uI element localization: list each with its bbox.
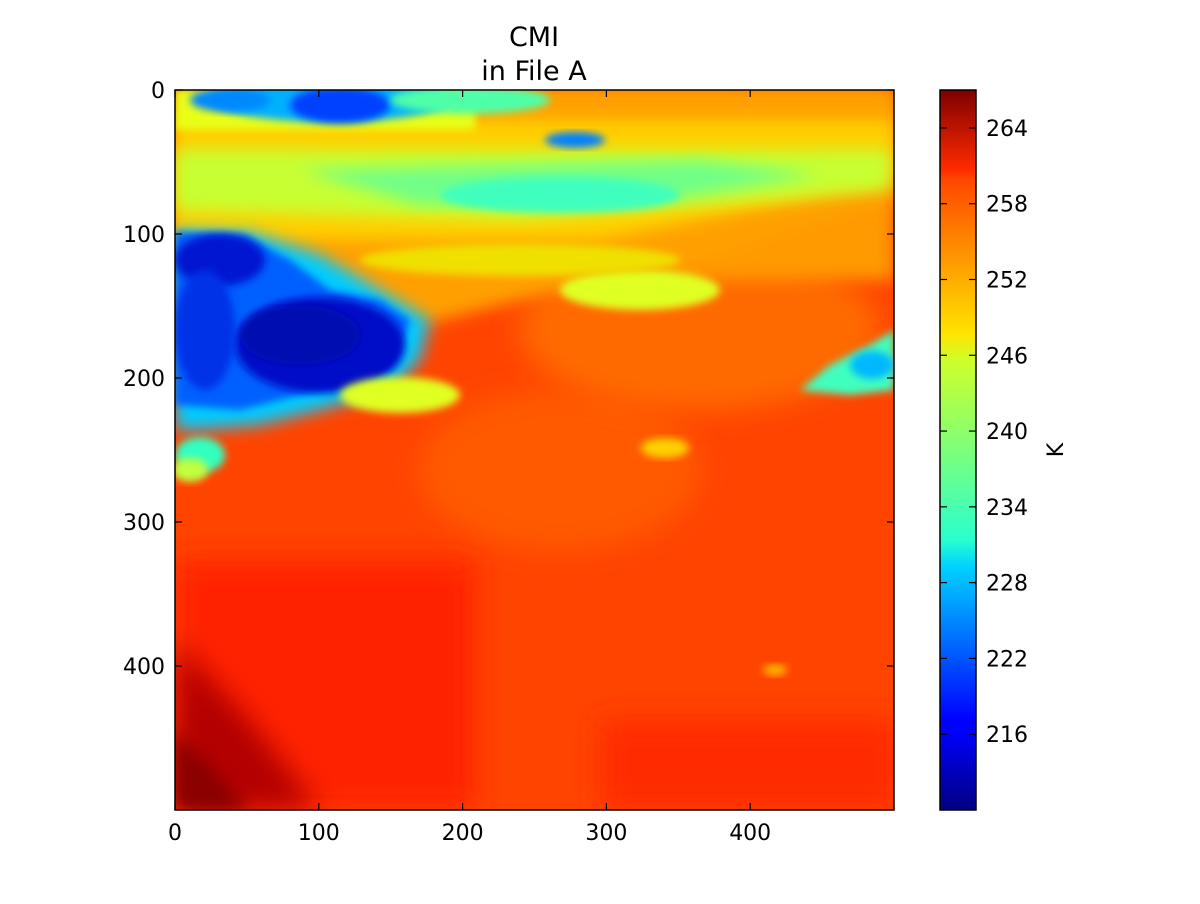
colorbar-tick-label-8: 264 — [986, 117, 1028, 142]
colorbar-tick-label-4: 240 — [986, 420, 1028, 445]
colorbar-tick-label-2: 228 — [986, 572, 1028, 597]
y-tick-label-1: 100 — [123, 223, 165, 248]
colorbar-tick-label-6: 252 — [986, 268, 1028, 293]
heatmap-image — [175, 90, 894, 810]
colorbar-tick-label-1: 222 — [986, 647, 1028, 672]
colorbar-label: K — [1044, 442, 1069, 457]
colorbar-ticks: 216 222 228 234 240 246 252 258 264 — [940, 117, 1028, 748]
y-tick-label-4: 400 — [123, 655, 165, 680]
x-axis: 0 100 200 300 400 — [168, 90, 771, 846]
y-tick-label-2: 200 — [123, 367, 165, 392]
colorbar-tick-label-3: 234 — [986, 496, 1028, 521]
y-tick-label-0: 0 — [151, 79, 165, 104]
chart-title: CMI — [509, 22, 559, 53]
y-axis: 0 100 200 300 400 — [123, 79, 894, 680]
colorbar-tick-label-5: 246 — [986, 344, 1028, 369]
colorbar — [939, 89, 977, 811]
x-tick-label-0: 0 — [168, 821, 182, 846]
chart-subtitle: in File A — [481, 56, 587, 87]
x-tick-label-3: 300 — [585, 821, 627, 846]
x-tick-label-2: 200 — [442, 821, 484, 846]
plot-frame — [174, 89, 895, 811]
colorbar-tick-label-0: 216 — [986, 723, 1028, 748]
x-tick-label-1: 100 — [298, 821, 340, 846]
y-tick-label-3: 300 — [123, 511, 165, 536]
colorbar-tick-label-7: 258 — [986, 193, 1028, 218]
x-tick-label-4: 400 — [729, 821, 771, 846]
